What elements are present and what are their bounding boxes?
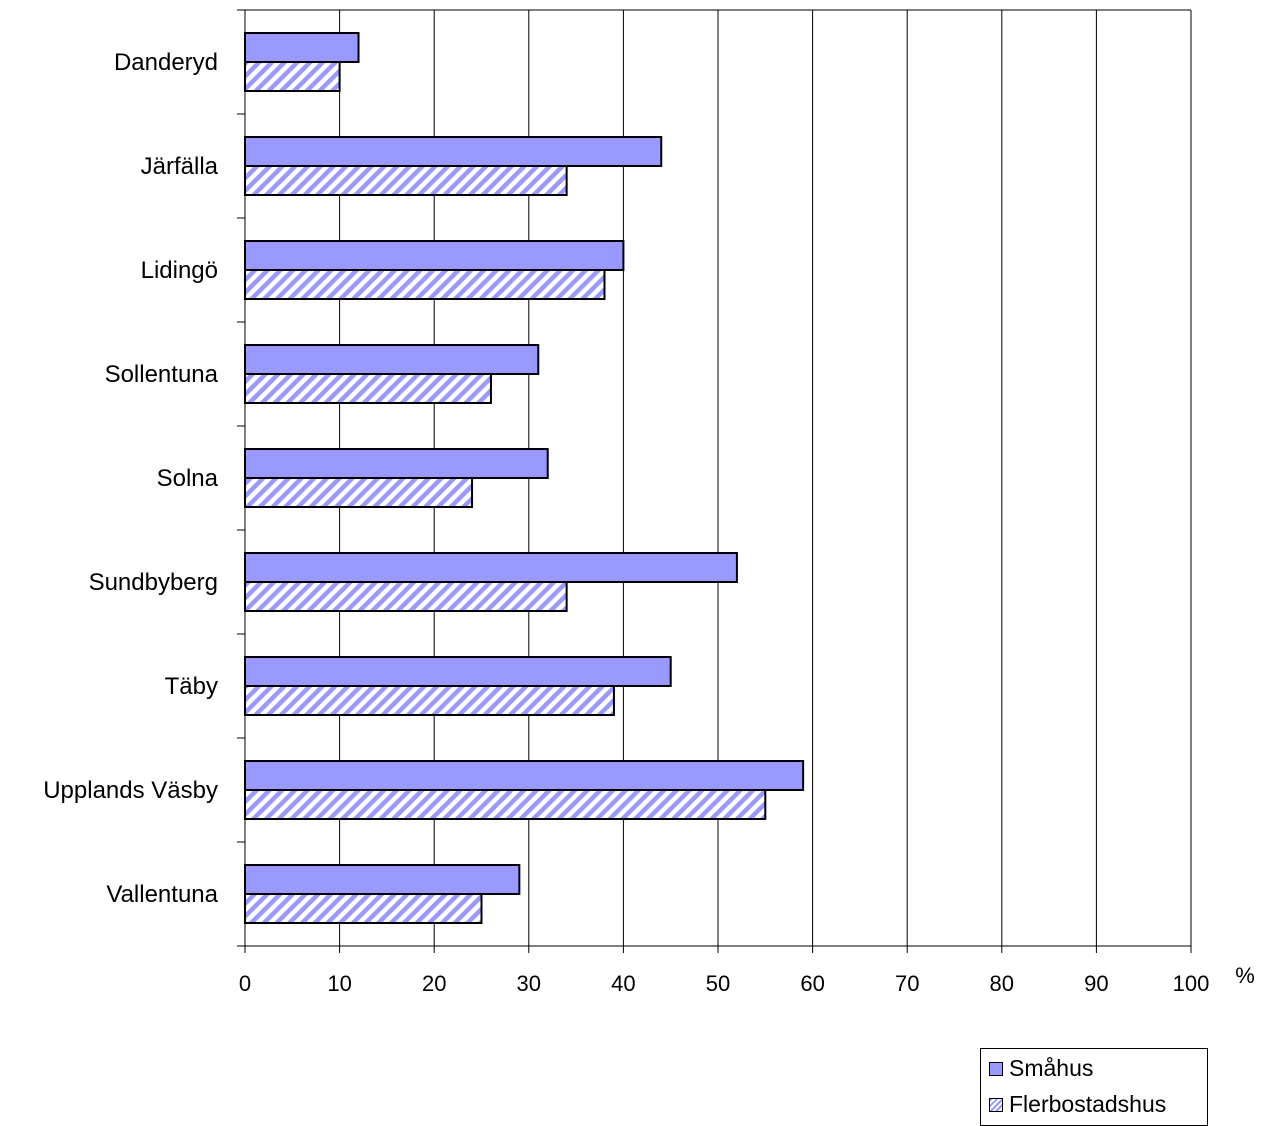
- legend-swatch-hatched: [989, 1097, 1003, 1112]
- bars: [244, 32, 805, 924]
- x-unit-label: %: [1235, 963, 1255, 988]
- x-tick-label: 20: [422, 971, 446, 996]
- x-tick-label: 100: [1173, 971, 1210, 996]
- bar-smahus: [244, 136, 663, 167]
- bar-smahus: [244, 656, 672, 687]
- category-label: Sollentuna: [105, 361, 219, 388]
- axes: [237, 9, 1192, 953]
- category-label: Lidingö: [141, 257, 218, 284]
- x-tick-label: 50: [706, 971, 730, 996]
- category-label: Vallentuna: [106, 881, 218, 908]
- legend-item-flerbostadshus: Flerbostadshus: [989, 1091, 1166, 1118]
- bar-flerbostadshus: [244, 269, 606, 300]
- labels: Danderyd Järfälla Lidingö Sollentuna Solna Su…: [43, 49, 1255, 996]
- bar-flerbostadshus: [244, 685, 615, 716]
- legend-item-smahus: Småhus: [989, 1055, 1093, 1082]
- category-label: Solna: [157, 465, 219, 492]
- bar-flerbostadshus: [244, 581, 568, 612]
- x-tick-label: 40: [611, 971, 635, 996]
- legend-label: Småhus: [1009, 1055, 1094, 1081]
- legend-swatch-solid: [989, 1061, 1003, 1076]
- bar-flerbostadshus: [244, 893, 483, 924]
- x-tick-label: 80: [990, 971, 1014, 996]
- bar-smahus: [244, 344, 540, 375]
- bar-flerbostadshus: [244, 373, 492, 404]
- bar-smahus: [244, 448, 549, 479]
- bar-smahus: [244, 32, 360, 63]
- bar-smahus: [244, 864, 521, 895]
- legend-label: Flerbostadshus: [1009, 1091, 1167, 1117]
- category-label: Sundbyberg: [89, 569, 218, 596]
- bar-flerbostadshus: [244, 789, 767, 820]
- bar-chart: Danderyd Järfälla Lidingö Sollentuna Solna Su…: [43, 9, 1255, 996]
- bar-flerbostadshus: [244, 165, 568, 196]
- x-tick-label: 70: [895, 971, 919, 996]
- bar-flerbostadshus: [244, 61, 341, 92]
- x-tick-label: 30: [517, 971, 541, 996]
- category-label: Danderyd: [114, 49, 218, 76]
- legend: Småhus Flerbostadshus: [980, 1048, 1208, 1126]
- x-tick-label: 90: [1084, 971, 1108, 996]
- category-label: Järfälla: [141, 153, 219, 180]
- bar-smahus: [244, 240, 625, 271]
- category-label: Täby: [165, 673, 218, 700]
- bar-flerbostadshus: [244, 477, 474, 508]
- x-tick-label: 60: [800, 971, 824, 996]
- x-tick-label: 10: [327, 971, 351, 996]
- bar-smahus: [244, 760, 805, 791]
- x-tick-label: 0: [239, 971, 251, 996]
- category-label: Upplands Väsby: [43, 777, 218, 804]
- bar-smahus: [244, 552, 738, 583]
